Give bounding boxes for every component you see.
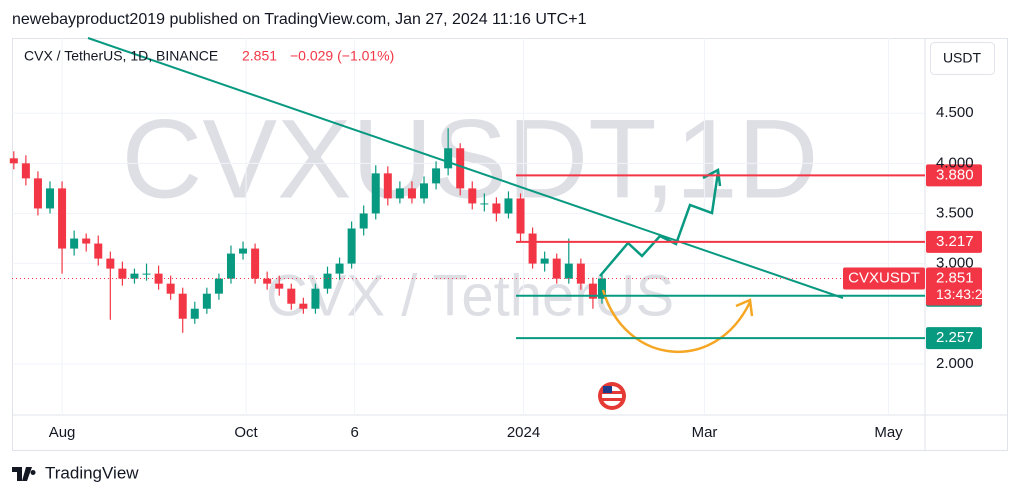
candle-body bbox=[251, 248, 260, 279]
x-tick-label: Aug bbox=[49, 424, 76, 441]
candle-body bbox=[407, 188, 416, 199]
level-label-box bbox=[926, 230, 982, 253]
candle-body bbox=[106, 258, 115, 269]
y-tick-label: 2.000 bbox=[936, 355, 974, 372]
currency-label[interactable]: USDT bbox=[943, 50, 982, 66]
candle-body bbox=[492, 203, 501, 214]
level-label: 3.217 bbox=[936, 233, 974, 250]
candle-body bbox=[420, 183, 429, 199]
candle-body bbox=[323, 273, 332, 289]
legend-price: 2.851 bbox=[242, 48, 277, 64]
y-tick-label: 4.000 bbox=[936, 154, 974, 171]
candle-body bbox=[540, 258, 549, 264]
candle-body bbox=[432, 168, 441, 184]
candle-body bbox=[226, 253, 235, 279]
candle-body bbox=[178, 293, 187, 319]
candle-body bbox=[130, 273, 139, 279]
publish-line: newebayproduct2019 published on TradingV… bbox=[12, 11, 587, 28]
candle-body bbox=[359, 213, 368, 229]
candle-body bbox=[33, 178, 42, 209]
arrow-head bbox=[735, 298, 754, 317]
last-price-box bbox=[926, 267, 982, 306]
candle-body bbox=[142, 273, 151, 275]
symbol-tag-label: CVXUSDT bbox=[848, 270, 920, 287]
candle-body bbox=[214, 278, 223, 294]
candle-body bbox=[444, 148, 453, 169]
candle-body bbox=[154, 273, 163, 284]
candle-body bbox=[347, 228, 356, 264]
level-label: 3.880 bbox=[936, 166, 974, 183]
candle-body bbox=[58, 188, 67, 249]
y-tick-label: 4.500 bbox=[936, 104, 974, 121]
candle-body bbox=[70, 238, 79, 249]
curve-arrow bbox=[601, 289, 752, 353]
candle-body bbox=[528, 233, 537, 264]
candle-body bbox=[239, 248, 248, 254]
candle-body bbox=[456, 148, 465, 189]
candle-body bbox=[166, 283, 175, 294]
legend-change: −0.029 (−1.01%) bbox=[290, 48, 394, 64]
candle-body bbox=[552, 258, 561, 279]
symbol-legend: CVX / TetherUS, 1D, BINANCE bbox=[24, 48, 218, 64]
currency-button[interactable] bbox=[930, 42, 995, 75]
level-label: 2.257 bbox=[936, 329, 974, 346]
candle-body bbox=[395, 188, 404, 199]
candle-body bbox=[564, 263, 573, 279]
candle-body bbox=[468, 188, 477, 204]
symbol-tag bbox=[843, 267, 925, 290]
level-label-box bbox=[926, 164, 982, 187]
y-tick-label: 3.000 bbox=[936, 255, 974, 272]
candle-body bbox=[190, 308, 199, 319]
candle-body bbox=[383, 173, 392, 199]
candle-body bbox=[82, 238, 91, 244]
x-tick-label: May bbox=[874, 424, 903, 441]
candle-body bbox=[94, 243, 103, 259]
x-tick-label: 2024 bbox=[507, 424, 540, 441]
candle-body bbox=[299, 303, 308, 309]
footer-brand: TradingView bbox=[45, 463, 139, 482]
candle-body bbox=[275, 283, 284, 289]
chart-frame bbox=[12, 38, 1008, 451]
candle-body bbox=[263, 278, 272, 284]
candle-body bbox=[311, 288, 320, 309]
candle-body bbox=[118, 268, 127, 279]
last-price-label: 2.851 bbox=[936, 270, 974, 287]
grid bbox=[12, 38, 925, 415]
candle-body bbox=[480, 203, 489, 205]
candle-body bbox=[21, 163, 30, 179]
y-tick-label: 3.500 bbox=[936, 204, 974, 221]
level-label-box bbox=[926, 327, 982, 350]
candle-body bbox=[46, 188, 55, 209]
candle-body bbox=[504, 198, 513, 214]
candles bbox=[9, 128, 606, 333]
trendline bbox=[87, 37, 844, 299]
candle-body bbox=[516, 198, 525, 234]
candle-body bbox=[588, 283, 597, 299]
candle-body bbox=[597, 278, 606, 299]
flag-icon bbox=[598, 382, 626, 410]
x-tick-label: Oct bbox=[234, 424, 258, 441]
candle-body bbox=[202, 293, 211, 309]
x-tick-label: 6 bbox=[350, 424, 358, 441]
candle-body bbox=[576, 263, 585, 284]
candle-body bbox=[9, 158, 18, 164]
countdown: 13:43:29 bbox=[936, 286, 991, 302]
candle-body bbox=[335, 263, 344, 274]
candle-body bbox=[371, 173, 380, 214]
candle-body bbox=[287, 288, 296, 304]
projection-arrow bbox=[599, 171, 720, 277]
footer-logo bbox=[12, 467, 36, 481]
x-tick-label: Mar bbox=[692, 424, 718, 441]
